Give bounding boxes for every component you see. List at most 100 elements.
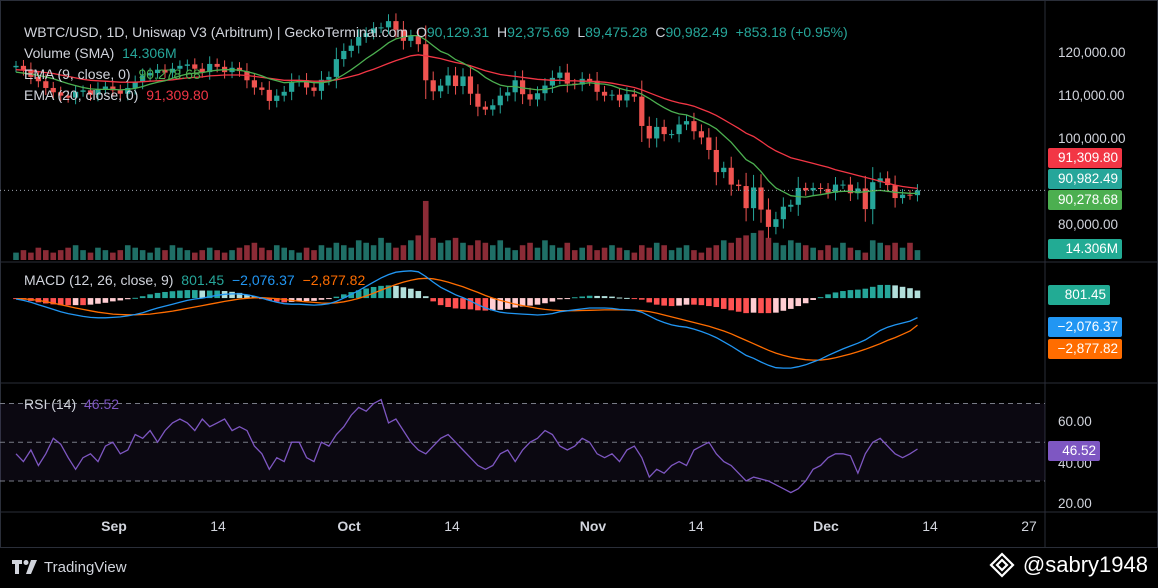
macd-hist-bar <box>907 288 913 299</box>
volume-legend[interactable]: Volume (SMA) 14.306M <box>24 45 181 61</box>
volume-bar <box>408 240 414 260</box>
price-axis-80k: 80,000.00 <box>1058 217 1119 232</box>
candle-body <box>601 91 608 96</box>
volume-bar <box>65 247 71 260</box>
chart-canvas[interactable] <box>0 0 1158 548</box>
volume-bar <box>817 250 824 260</box>
candle-body <box>840 184 846 186</box>
candle-body <box>669 134 675 136</box>
candle-body <box>87 90 94 95</box>
macd-hist-bar <box>445 298 451 308</box>
footer <box>0 548 1158 588</box>
volume-bar <box>564 242 571 260</box>
macd-hist-bar <box>497 298 504 310</box>
ema20-legend[interactable]: EMA (20, close, 0) 91,309.80 <box>24 87 213 103</box>
macd-hist-bar <box>504 298 511 309</box>
volume-bar <box>229 250 235 260</box>
volume-bar <box>326 247 332 260</box>
rsi-axis-60: 60.00 <box>1058 414 1092 429</box>
ema20-label: EMA (20, close, 0) <box>24 87 139 103</box>
volume-tag: 14.306M <box>1048 239 1122 259</box>
macd-hist-bar <box>616 297 623 299</box>
macd-hist-bar <box>415 291 422 299</box>
tradingview-logo[interactable]: TradingView <box>12 556 127 578</box>
candle-body <box>758 187 764 210</box>
volume-bar <box>20 250 27 260</box>
macd-hist-bar <box>877 284 883 299</box>
volume-bar <box>132 247 138 260</box>
candle-body <box>28 69 34 77</box>
rsi-legend[interactable]: RSI (14) 46.52 <box>24 396 123 412</box>
macd-hist-bar <box>609 296 615 299</box>
macd-hist-bar <box>698 298 705 306</box>
macd-hist-bar <box>825 294 831 299</box>
macd-hist-bar <box>303 298 310 301</box>
volume-bar <box>825 245 831 260</box>
candle-body <box>58 92 64 96</box>
candle-body <box>855 188 861 194</box>
macd-hist-bar <box>534 298 541 305</box>
macd-hist-bar <box>676 298 682 306</box>
volume-bar <box>288 250 295 260</box>
x-axis-oct: Oct <box>337 518 361 534</box>
macd-hist-bar <box>65 298 71 306</box>
candle-body <box>378 27 384 29</box>
volume-bar <box>802 245 809 260</box>
rsi-tag: 46.52 <box>1048 441 1100 461</box>
volume-bar <box>557 247 563 260</box>
candle-body <box>534 93 541 100</box>
macd-hist-bar <box>296 298 302 302</box>
volume-bar <box>43 250 49 260</box>
candle-body <box>780 206 786 220</box>
volume-bar <box>445 240 451 260</box>
macd-signal-value: −2,877.82 <box>302 272 366 288</box>
c-value: 90,982.49 <box>665 24 728 40</box>
candle-body <box>147 73 153 76</box>
volume-bar <box>661 245 667 260</box>
volume-bar <box>720 240 727 260</box>
macd-hist-bar <box>579 296 585 299</box>
candle-body <box>341 50 347 60</box>
macd-hist-bar <box>273 298 280 302</box>
macd-hist-bar <box>169 291 176 299</box>
candle-body <box>125 87 131 94</box>
candle-body <box>169 68 176 73</box>
macd-hist-bar <box>147 294 153 299</box>
candle-body <box>624 94 630 101</box>
candle-body <box>80 90 86 92</box>
candle-body <box>832 184 839 193</box>
candle-body <box>281 91 287 96</box>
candle-body <box>713 149 719 173</box>
macd-hist-bar <box>490 298 496 311</box>
candle-body <box>20 65 27 70</box>
volume-bar <box>296 252 302 260</box>
candle-body <box>885 178 891 186</box>
candle-body <box>460 76 466 87</box>
volume-bar <box>542 240 548 260</box>
volume-bar <box>363 242 369 260</box>
candle-body <box>132 82 138 88</box>
macd-signal-tag: −2,877.82 <box>1048 339 1122 359</box>
macd-hist-bar <box>735 298 742 312</box>
macd-hist-bar <box>467 298 474 310</box>
macd-hist-bar <box>206 290 213 299</box>
volume-bar <box>355 240 362 260</box>
macd-hist-bar <box>542 298 548 304</box>
volume-bar <box>467 245 474 260</box>
volume-bar <box>35 247 42 260</box>
volume-bar <box>117 250 124 260</box>
macd-legend[interactable]: MACD (12, 26, close, 9) 801.45 −2,076.37… <box>24 272 369 288</box>
volume-bar <box>303 247 310 260</box>
macd-hist-bar <box>884 284 891 299</box>
macd-hist-bar <box>765 298 772 314</box>
candle-body <box>750 187 757 209</box>
macd-hist-bar <box>162 291 168 299</box>
candle-body <box>259 87 265 90</box>
macd-hist-bar <box>594 295 600 299</box>
macd-hist-bar <box>914 290 921 299</box>
macd-hist-bar <box>154 292 161 299</box>
macd-hist-bar <box>124 298 131 300</box>
volume-bar <box>676 247 682 260</box>
x-axis-27: 27 <box>1021 518 1037 534</box>
ema9-legend[interactable]: EMA (9, close, 0) 90,278.68 <box>24 66 205 82</box>
